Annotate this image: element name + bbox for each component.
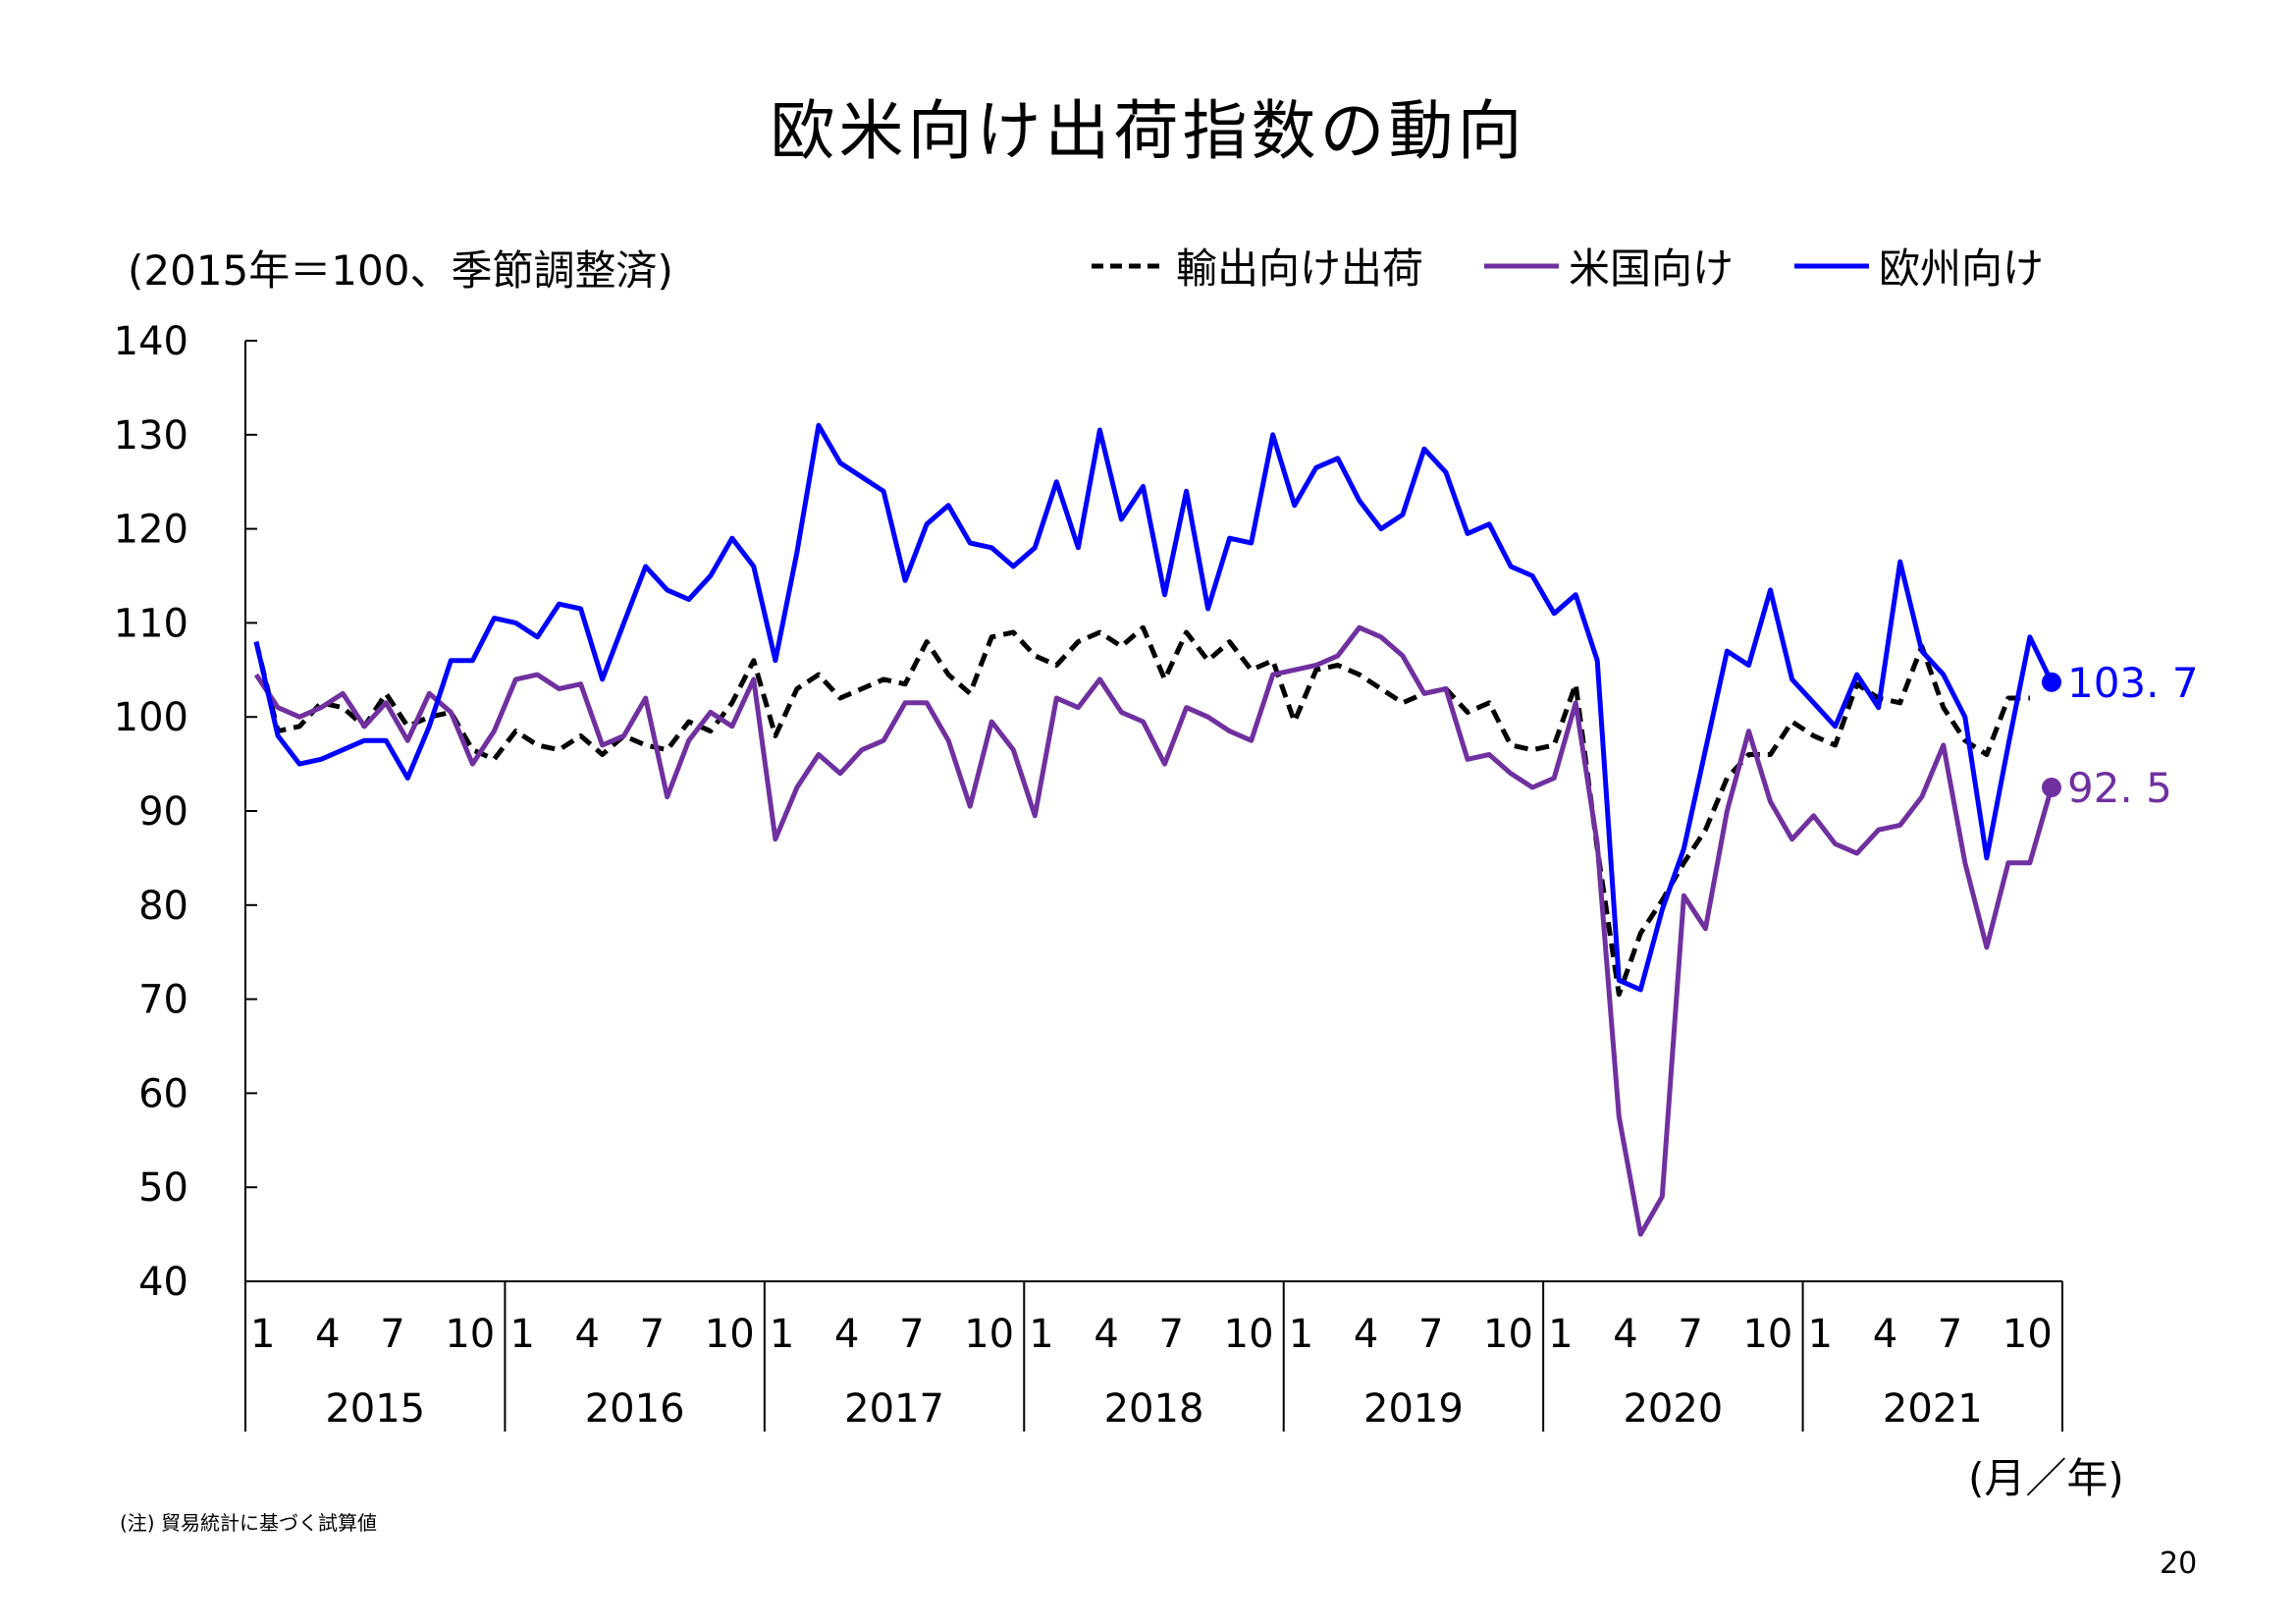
- x-tick-label: 4: [1094, 1312, 1118, 1357]
- x-tick-label: 4: [315, 1312, 340, 1357]
- end-marker-0: [2041, 672, 2061, 692]
- x-tick-label: 7: [899, 1312, 924, 1357]
- y-tick-label: 90: [138, 789, 188, 835]
- y-tick-label: 80: [138, 884, 188, 929]
- y-tick-label: 100: [114, 695, 188, 740]
- year-label: 2016: [585, 1386, 685, 1432]
- page-number: 20: [2160, 1546, 2198, 1581]
- x-tick-label: 1: [250, 1312, 275, 1357]
- x-tick-label: 7: [380, 1312, 404, 1357]
- x-tick-label: 10: [1742, 1312, 1792, 1357]
- x-tick-label: 7: [640, 1312, 665, 1357]
- x-tick-label: 7: [1938, 1312, 1962, 1357]
- x-tick-label: 7: [1678, 1312, 1702, 1357]
- year-label: 2021: [1883, 1386, 1983, 1432]
- x-tick-label: 1: [1548, 1312, 1573, 1357]
- y-tick-label: 130: [114, 413, 188, 459]
- end-label-1: 92. 5: [2067, 764, 2172, 812]
- x-tick-label: 10: [1224, 1312, 1274, 1357]
- x-tick-label: 10: [964, 1312, 1014, 1357]
- x-tick-label: 4: [1613, 1312, 1637, 1357]
- series-line-0: [253, 624, 2030, 998]
- legend-item-europe: 欧州向け: [1792, 236, 2044, 296]
- year-label: 2019: [1363, 1386, 1464, 1432]
- chart-title: 欧米向け出荷指数の動向: [770, 93, 1526, 169]
- x-tick-label: 10: [1483, 1312, 1533, 1357]
- x-tick-label: 1: [509, 1312, 534, 1357]
- legend-swatch-exports: [1092, 263, 1166, 268]
- axis-unit-month-year: (月／年): [1968, 1454, 2124, 1502]
- y-tick-label: 140: [114, 319, 188, 364]
- x-tick-label: 1: [1289, 1312, 1313, 1357]
- y-tick-label: 60: [138, 1071, 188, 1116]
- y-tick-label: 50: [138, 1165, 188, 1211]
- x-tick-label: 1: [1029, 1312, 1053, 1357]
- x-tick-label: 4: [575, 1312, 600, 1357]
- x-tick-label: 10: [2002, 1312, 2053, 1357]
- y-tick-label: 40: [138, 1260, 188, 1305]
- y-tick-label: 70: [138, 978, 188, 1023]
- legend-item-us: 米国向け: [1482, 236, 1734, 296]
- legend-swatch-europe: [1794, 263, 1870, 268]
- year-label: 2015: [325, 1386, 425, 1432]
- legend-item-exports: 輸出向け出荷: [1090, 236, 1423, 296]
- series-line-1: [253, 624, 2055, 1237]
- end-marker-1: [2041, 778, 2061, 798]
- x-tick-label: 7: [1159, 1312, 1184, 1357]
- x-tick-label: 1: [770, 1312, 794, 1357]
- x-tick-label: 1: [1808, 1312, 1833, 1357]
- x-tick-label: 10: [705, 1312, 755, 1357]
- year-label: 2017: [844, 1386, 944, 1432]
- legend-label-europe: 欧州向け: [1879, 244, 2045, 293]
- x-tick-label: 4: [834, 1312, 859, 1357]
- x-tick-label: 7: [1418, 1312, 1443, 1357]
- y-tick-label: 120: [114, 508, 188, 553]
- legend-label-us: 米国向け: [1569, 244, 1735, 293]
- x-tick-label: 4: [1354, 1312, 1378, 1357]
- legend: 輸出向け出荷 米国向け 欧州向け: [1090, 236, 2044, 296]
- series-line-2: [253, 422, 2055, 993]
- legend-swatch-us: [1484, 263, 1560, 268]
- y-tick-label: 110: [114, 601, 188, 646]
- x-tick-label: 10: [445, 1312, 495, 1357]
- legend-label-exports: 輸出向け出荷: [1176, 244, 1424, 293]
- x-tick-label: 4: [1873, 1312, 1897, 1357]
- year-label: 2020: [1623, 1386, 1723, 1432]
- footnote: (注) 貿易統計に基づく試算値: [120, 1511, 377, 1535]
- end-label-0: 103. 7: [2067, 659, 2199, 707]
- year-label: 2018: [1104, 1386, 1204, 1432]
- unit-note: (2015年＝100、季節調整済): [128, 246, 673, 295]
